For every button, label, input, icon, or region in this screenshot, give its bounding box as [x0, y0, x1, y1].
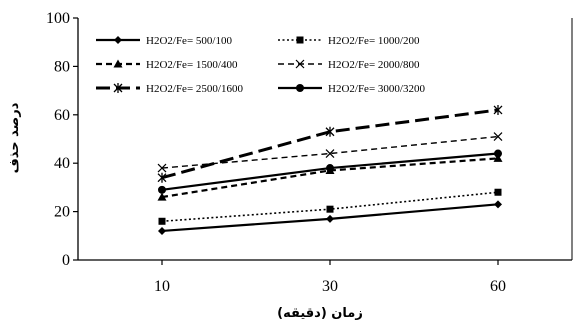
series-markers	[157, 104, 503, 235]
y-tick-label: 80	[54, 58, 70, 75]
data-point	[494, 149, 502, 158]
data-point	[494, 200, 502, 209]
y-tick-label: 40	[54, 155, 70, 172]
x-tick-label: 30	[322, 278, 338, 295]
legend-marker	[296, 84, 304, 92]
series-line	[161, 135, 499, 169]
y-tick-label: 0	[62, 252, 70, 269]
data-point	[326, 164, 334, 173]
y-axis-title: درصد حذف	[7, 102, 22, 173]
data-point	[326, 214, 334, 223]
legend-marker	[113, 59, 123, 68]
y-tick-label: 100	[46, 10, 70, 27]
data-point	[157, 192, 167, 201]
legend-label: H2O2/Fe= 2500/1600	[146, 83, 243, 95]
legend-label: H2O2/Fe= 1000/200	[328, 35, 420, 47]
legend-box	[86, 25, 474, 105]
legend: H2O2/Fe= 500/100 H2O2/Fe= 1000/200 H2O2/Fe…	[96, 35, 425, 95]
data-point	[494, 188, 502, 196]
y-tick-label: 20	[54, 204, 70, 221]
data-point	[325, 149, 335, 158]
legend-marker	[114, 36, 122, 44]
legend-marker	[113, 83, 123, 93]
data-point	[157, 172, 167, 183]
x-axis-title: زمان (دقیقه)	[277, 306, 363, 321]
x-tick-label: 10	[154, 278, 170, 295]
data-point	[326, 205, 334, 213]
data-point	[325, 126, 335, 137]
data-point	[493, 153, 503, 162]
data-point	[158, 226, 166, 235]
data-point	[158, 185, 166, 194]
legend-label: H2O2/Fe= 2000/800	[328, 59, 420, 71]
legend-label: H2O2/Fe= 3000/3200	[328, 83, 425, 95]
data-point	[158, 217, 166, 225]
x-tick-label: 60	[490, 278, 506, 295]
axes: 0 20 40 60 80 100 10 30 60	[46, 10, 573, 295]
legend-label: H2O2/Fe= 1500/400	[146, 59, 238, 71]
data-point	[493, 104, 503, 115]
data-point	[493, 132, 503, 142]
legend-label: H2O2/Fe= 500/100	[146, 35, 232, 47]
legend-marker	[296, 36, 304, 44]
y-tick-label: 60	[54, 107, 70, 124]
data-point	[157, 163, 167, 173]
series-line	[161, 108, 499, 180]
legend-marker	[295, 59, 305, 69]
